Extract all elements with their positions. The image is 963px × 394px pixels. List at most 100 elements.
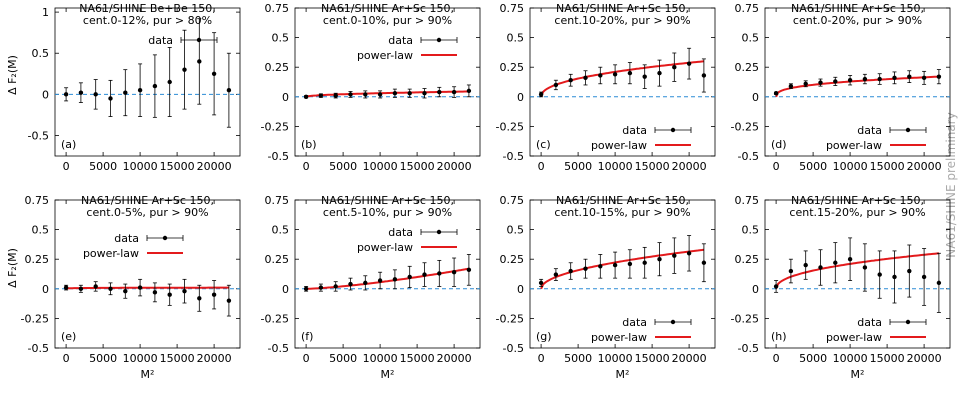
legend-label: data xyxy=(857,124,882,137)
data-point xyxy=(921,75,927,81)
x-tick-label: 10000 xyxy=(598,352,633,365)
y-tick-label: -0.5 xyxy=(503,342,524,355)
chart-panel-b: -0.5 -0.25 0 0.25 0.5 0.75 0 5000 10000 15000 2000… xyxy=(261,2,481,173)
plot-frame xyxy=(54,7,241,157)
panel-label: (b) xyxy=(301,138,317,151)
y-tick-label: -0.25 xyxy=(261,312,289,325)
data-point xyxy=(907,74,912,79)
data-point xyxy=(226,88,232,93)
data-point xyxy=(598,73,603,78)
data-point xyxy=(108,96,113,101)
data-point xyxy=(377,92,383,97)
data-point xyxy=(226,298,232,303)
data-point xyxy=(437,271,442,276)
panel-title-line: cent.5-10%, pur > 90% xyxy=(323,206,452,219)
legend-label: power-law xyxy=(591,139,647,152)
y-tick-label: 0.75 xyxy=(500,2,525,15)
legend-data-marker xyxy=(670,127,676,133)
plot-frame xyxy=(294,7,481,157)
data-point xyxy=(642,74,647,79)
y-tick-label: -0.5 xyxy=(268,342,289,355)
data-point xyxy=(422,272,427,277)
chart-panel-e: -0.5 -0.25 0 0.25 0.5 0.75 0 5000 10000 15000 2000… xyxy=(21,194,241,381)
data-point xyxy=(892,274,897,280)
plot-area xyxy=(773,69,942,98)
plot-frame xyxy=(529,199,716,349)
x-tick-label: 15000 xyxy=(635,160,670,173)
data-point xyxy=(93,92,98,97)
x-tick-label: 20000 xyxy=(672,352,707,365)
y-tick-label: 0 xyxy=(282,283,289,296)
y-tick-label: 0.5 xyxy=(272,224,290,237)
legend-label: power-law xyxy=(357,241,413,254)
data-point xyxy=(773,91,779,96)
panel-title-line: NA61/SHINE Ar+Sc 150, xyxy=(791,194,924,207)
plot-frame xyxy=(54,199,241,349)
x-tick-label: 0 xyxy=(773,352,780,365)
y-tick-label: 0.5 xyxy=(507,32,525,45)
data-point xyxy=(407,91,412,96)
data-point xyxy=(167,79,172,85)
x-tick-label: 15000 xyxy=(635,352,670,365)
y-tick-label: -0.25 xyxy=(731,312,759,325)
legend-data-marker xyxy=(905,127,911,133)
data-point xyxy=(348,281,353,287)
x-tick-label: 20000 xyxy=(197,352,232,365)
panel-title-line: NA61/SHINE Ar+Sc 150, xyxy=(321,2,454,15)
panel-title-line: cent.0-10%, pur > 90% xyxy=(323,14,452,27)
y-tick-label: -0.25 xyxy=(731,120,759,133)
chart-panel-a: -0.5 0 0.5 1 0 5000 10000 15000 20000 NA61/SHINE … xyxy=(28,2,241,173)
legend-label: power-law xyxy=(591,331,647,344)
x-tick-label: 0 xyxy=(538,352,545,365)
data-point xyxy=(63,92,69,97)
data-point xyxy=(672,65,677,70)
x-tick-label: 10000 xyxy=(598,160,633,173)
legend-label: power-law xyxy=(83,247,139,260)
x-tick-label: 15000 xyxy=(160,352,195,365)
y-tick-label: 0.25 xyxy=(735,61,760,74)
y-tick-label: 0.25 xyxy=(265,61,290,74)
x-tick-label: 5000 xyxy=(89,160,117,173)
data-point xyxy=(612,72,618,77)
plot-area xyxy=(303,254,472,292)
data-point xyxy=(197,296,202,301)
x-axis-label: M² xyxy=(381,368,395,381)
panel-title-line: cent.15-20%, pur > 90% xyxy=(789,206,925,219)
data-point xyxy=(363,92,368,97)
data-point xyxy=(773,284,779,289)
power-law-fit-line xyxy=(775,75,939,98)
x-axis-label: M² xyxy=(851,368,865,381)
x-tick-label: 20000 xyxy=(907,352,942,365)
x-tick-label: 15000 xyxy=(160,160,195,173)
y-tick-label: -0.5 xyxy=(28,129,49,142)
data-point xyxy=(788,83,794,89)
y-tick-label: -0.5 xyxy=(503,150,524,163)
data-point xyxy=(833,79,838,84)
data-point xyxy=(553,272,559,277)
x-tick-label: 5000 xyxy=(799,352,827,365)
legend-data-marker xyxy=(436,229,442,235)
x-tick-label: 10000 xyxy=(833,352,868,365)
x-tick-label: 5000 xyxy=(564,160,592,173)
plot-area xyxy=(538,235,707,290)
plot-frame xyxy=(529,7,716,157)
x-tick-label: 15000 xyxy=(400,160,435,173)
data-point xyxy=(818,80,823,85)
legend-label: data xyxy=(148,34,173,47)
x-tick-label: 5000 xyxy=(329,352,357,365)
x-tick-label: 0 xyxy=(303,352,310,365)
data-point xyxy=(788,268,794,274)
data-point xyxy=(583,266,588,271)
data-point xyxy=(936,280,942,286)
data-point xyxy=(466,88,472,94)
data-point xyxy=(877,76,882,82)
x-tick-label: 5000 xyxy=(329,160,357,173)
power-law-fit-line xyxy=(305,90,469,98)
data-point xyxy=(568,78,573,83)
data-point xyxy=(303,94,309,100)
data-point xyxy=(538,280,544,286)
data-point xyxy=(627,261,633,267)
data-point xyxy=(701,260,707,265)
x-tick-label: 0 xyxy=(63,160,70,173)
y-axis-label-bottom: Δ F₂(M) xyxy=(6,248,19,288)
